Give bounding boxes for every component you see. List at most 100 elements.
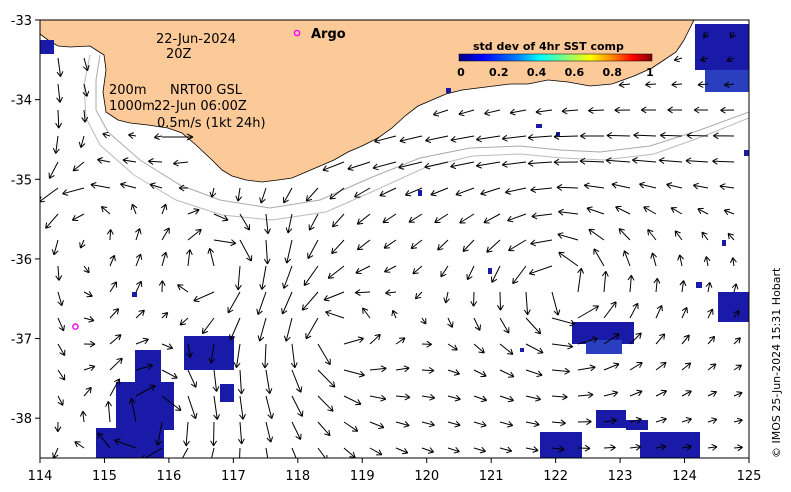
current-arrow [181,447,189,458]
current-arrow [234,265,242,291]
current-arrow [395,337,406,345]
lon-tick-label: 122 [543,469,568,484]
current-arrow [283,317,293,342]
current-arrow [473,446,486,454]
current-vectors [40,31,743,458]
current-arrow [263,239,271,265]
current-arrow [509,108,527,116]
current-arrow [305,317,319,340]
current-arrow [681,334,690,345]
current-arrow [291,447,300,458]
current-arrow [239,239,253,262]
current-arrow [399,135,423,144]
current-arrow [212,369,220,392]
current-arrow [686,132,709,139]
current-arrow [496,291,504,311]
current-arrow [317,395,334,412]
current-arrow [551,291,561,316]
current-arrow [703,31,710,38]
argo-legend-marker [293,29,301,37]
current-arrow [531,212,553,220]
current-arrow [727,232,735,241]
current-arrow [632,157,657,164]
current-arrow [208,343,216,364]
current-arrow [383,239,397,249]
current-arrow [83,265,90,274]
current-arrow [135,280,143,293]
current-arrow [71,213,85,221]
current-arrow [325,310,345,319]
current-arrow [707,417,718,424]
current-arrow [527,133,553,141]
current-arrow [421,447,435,454]
current-arrow [586,206,605,215]
current-arrow [55,109,63,129]
current-arrow [421,366,435,374]
current-arrow [122,157,137,164]
current-arrow [291,395,304,417]
current-arrow [128,132,137,139]
current-arrow [235,187,243,202]
current-arrow [681,443,692,451]
current-arrow [239,213,250,231]
current-arrow [480,187,501,196]
current-arrow [45,213,59,229]
current-arrow [193,291,215,303]
current-arrow [729,31,736,39]
current-arrow [82,57,90,72]
current-arrow [499,395,514,403]
current-arrow [653,277,661,293]
current-arrow [655,443,667,451]
current-arrow [186,249,193,267]
current-arrow [473,395,488,403]
current-arrow [579,157,605,165]
current-arrow [577,418,592,426]
current-arrow [160,203,168,215]
current-arrow [673,55,683,63]
current-arrow [450,161,475,170]
current-arrow [603,301,617,319]
current-arrow [56,83,63,103]
lon-tick-label: 121 [479,469,504,484]
current-arrow [135,337,149,345]
lon-tick-label: 114 [28,469,53,484]
current-arrow [535,108,553,115]
current-arrow [627,274,635,293]
current-arrow [134,228,142,241]
current-arrow [603,444,616,452]
current-arrow [447,369,460,376]
current-arrow [178,184,189,192]
current-arrow [507,213,527,223]
current-arrow [332,213,345,228]
sst-std-dev-patches [40,24,749,458]
map-date: 22-Jun-2024 [156,32,236,47]
current-arrow [343,395,362,406]
current-arrow [177,284,189,293]
current-arrow [650,252,657,267]
current-arrow [501,160,527,168]
current-arrow [354,187,371,198]
current-arrow [57,395,64,406]
current-arrow [259,265,267,290]
current-arrow [712,157,735,165]
lat-tick-label: -33 [11,14,32,29]
current-arrow [577,444,591,452]
current-arrow [52,135,60,154]
lon-tick-label: 125 [737,469,762,484]
current-arrow [395,365,410,373]
current-arrow [705,281,713,293]
current-arrow [466,265,475,281]
current-arrow [57,343,66,357]
current-arrow [430,187,449,197]
velocity-scale-arrow [162,133,194,141]
current-arrow [671,80,683,88]
current-arrow [523,291,531,316]
current-arrow [618,228,631,241]
current-arrow [57,291,64,307]
current-arrow [707,335,716,345]
current-arrow [282,265,293,289]
current-arrow [508,239,527,252]
argo-floats [72,323,79,330]
current-arrow [90,182,111,189]
